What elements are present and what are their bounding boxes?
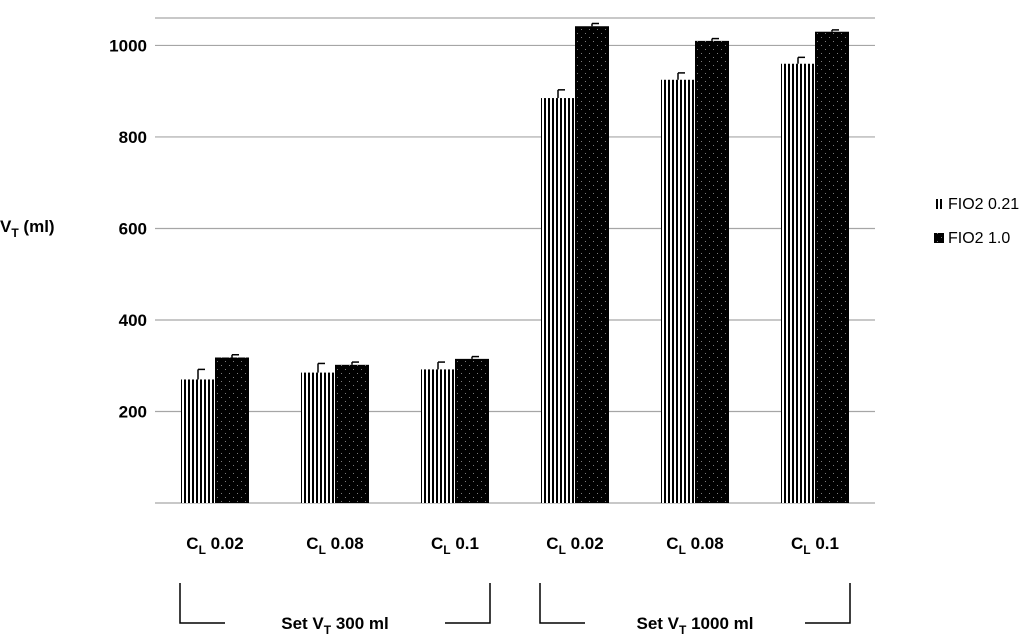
- y-tick-label: 800: [119, 128, 147, 147]
- bar: [455, 358, 489, 503]
- x-axis-category-labels: CL 0.02 CL 0.08 CL 0.1 CL 0.02 CL 0.08 CL 0.1: [186, 534, 839, 557]
- bar: [215, 357, 249, 503]
- category-label: CL 0.1: [431, 534, 479, 557]
- y-tick-label: 600: [119, 219, 147, 238]
- bar: [815, 31, 849, 504]
- legend-label: FIO2 1.0: [948, 230, 1010, 247]
- y-axis-title: VT (ml): [0, 217, 55, 240]
- bar: [575, 26, 609, 504]
- bar: [695, 40, 729, 504]
- group-bracket-left: [179, 583, 225, 624]
- legend-swatch: [934, 199, 944, 209]
- bars: [181, 22, 849, 504]
- y-axis-ticks: 200 400 600 800 1000: [109, 36, 147, 421]
- y-tick-label: 1000: [109, 36, 147, 55]
- group-label: Set VT 1000 ml: [637, 614, 754, 637]
- gridlines: [155, 17, 875, 504]
- bar: [335, 364, 369, 503]
- group-bracket-left: [539, 583, 585, 624]
- bar: [661, 79, 695, 504]
- legend: FIO2 0.21 FIO2 1.0: [934, 196, 1019, 247]
- legend-swatch: [934, 233, 944, 243]
- category-label: CL 0.1: [791, 534, 839, 557]
- group-label: Set VT 300 ml: [281, 614, 389, 637]
- group-brackets: Set VT 300 ml Set VT 1000 ml: [179, 583, 851, 637]
- bar: [541, 98, 575, 504]
- bar: [421, 369, 455, 503]
- category-label: CL 0.02: [186, 534, 243, 557]
- group-bracket-right: [445, 583, 491, 624]
- bar: [301, 372, 335, 503]
- category-label: CL 0.08: [306, 534, 363, 557]
- legend-label: FIO2 0.21: [948, 196, 1019, 213]
- category-label: CL 0.08: [666, 534, 723, 557]
- bar: [781, 63, 815, 503]
- category-label: CL 0.02: [546, 534, 603, 557]
- y-tick-label: 200: [119, 402, 147, 421]
- bar: [181, 379, 215, 503]
- y-tick-label: 400: [119, 311, 147, 330]
- group-bracket-right: [805, 583, 851, 624]
